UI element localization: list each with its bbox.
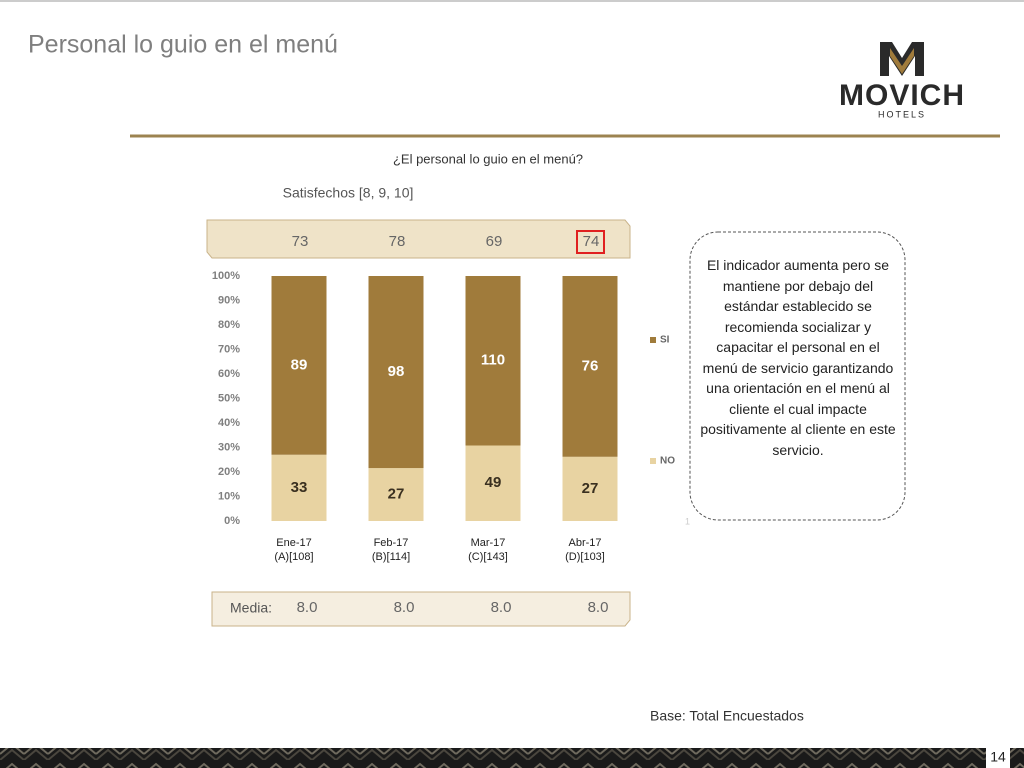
y-tick-label: 30% (218, 441, 240, 453)
value-label: 27 (582, 480, 599, 497)
x-tick-label: Ene-17 (276, 537, 311, 549)
media-band (211, 591, 631, 627)
media-value: 8.0 (491, 599, 512, 616)
bar-segment (271, 454, 327, 521)
page-number: 14 (990, 749, 1006, 765)
logo (880, 42, 924, 76)
logo-sub: HOTELS (878, 109, 926, 119)
legend-label: SI (660, 335, 670, 346)
logo-text: MOVICH (839, 79, 965, 112)
bar-segment (562, 276, 618, 457)
value-label: 27 (388, 486, 405, 503)
media-label: Media: (230, 600, 272, 616)
satisfied-value: 73 (292, 233, 309, 250)
bar-segment (368, 468, 424, 521)
value-label: 110 (481, 352, 505, 369)
y-tick-label: 20% (218, 466, 240, 478)
base-note: Base: Total Encuestados (650, 708, 804, 724)
satisfied-value: 69 (486, 233, 503, 250)
stray-text: 1 (685, 516, 690, 526)
y-tick-label: 60% (218, 368, 240, 380)
bar-segment (271, 276, 327, 455)
chart-title: ¿El personal lo guio en el menú? (393, 151, 583, 166)
legend-swatch (650, 458, 656, 464)
page-box (986, 748, 1010, 768)
slide-title: Personal lo guio en el menú (28, 31, 338, 59)
x-tick-label: Feb-17 (374, 537, 409, 549)
bar-segment (562, 456, 618, 521)
value-label: 98 (388, 363, 405, 380)
y-tick-label: 70% (218, 343, 240, 355)
media-value: 8.0 (297, 599, 318, 616)
media-value: 8.0 (588, 599, 609, 616)
y-tick-label: 80% (218, 319, 240, 331)
value-label: 89 (291, 356, 308, 373)
y-tick-label: 0% (224, 515, 240, 527)
y-tick-label: 90% (218, 294, 240, 306)
note-box (689, 231, 906, 521)
y-tick-label: 10% (218, 490, 240, 502)
x-tick-sublabel: (A)[108] (274, 551, 313, 563)
legend-swatch (650, 337, 656, 343)
value-label: 33 (291, 479, 308, 496)
y-tick-label: 100% (212, 270, 240, 282)
legend-label: NO (660, 456, 675, 467)
bar-segment (465, 445, 521, 521)
satisfied-label: Satisfechos [8, 9, 10] (283, 185, 414, 201)
x-tick-sublabel: (C)[143] (468, 551, 508, 563)
bar-segment (368, 276, 424, 469)
satisfied-value: 74 (583, 233, 600, 250)
footer-strip (0, 748, 1024, 768)
satisfied-value: 78 (389, 233, 406, 250)
x-tick-sublabel: (B)[114] (372, 551, 410, 563)
bar-segment (465, 276, 521, 446)
satisfied-band (206, 219, 631, 259)
x-tick-label: Mar-17 (471, 537, 506, 549)
y-tick-label: 50% (218, 392, 240, 404)
x-tick-sublabel: (D)[103] (565, 551, 605, 563)
value-label: 76 (582, 357, 599, 374)
y-tick-label: 40% (218, 417, 240, 429)
x-tick-label: Abr-17 (568, 537, 601, 549)
value-label: 49 (485, 474, 502, 491)
media-value: 8.0 (394, 599, 415, 616)
note-text: El indicador aumenta pero se mantiene po… (700, 257, 896, 458)
highlight-box (576, 230, 605, 254)
